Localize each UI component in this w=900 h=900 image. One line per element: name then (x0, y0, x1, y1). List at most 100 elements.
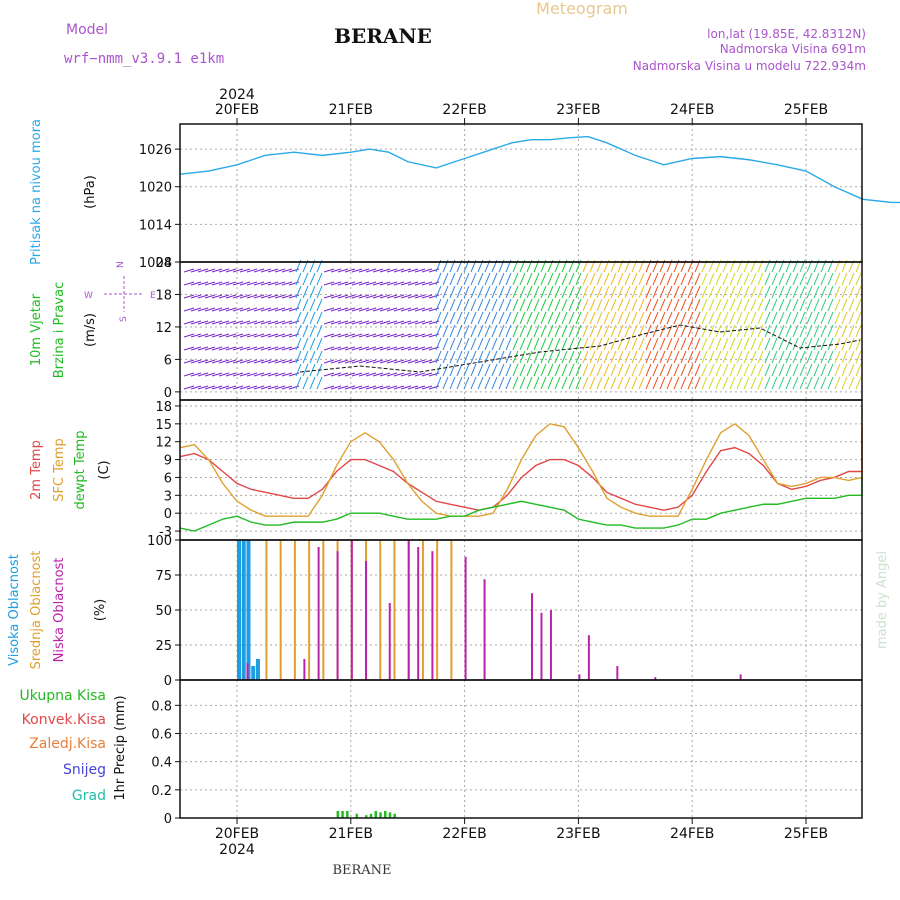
precip-bar (369, 813, 373, 818)
wind-barb (666, 324, 673, 338)
wind-barb (498, 337, 505, 351)
mid-cloud-bar (265, 540, 268, 680)
wind-barb (631, 311, 638, 325)
wind-barb (183, 346, 195, 351)
low-cloud-bar (483, 579, 486, 680)
wind-barb (211, 320, 223, 325)
wind-barb (729, 272, 736, 286)
date-label-bottom: 22FEB (442, 826, 486, 842)
wind-barb (239, 359, 251, 364)
wind-ylabel: 10m Vjetar Brzina i Pravac (m/s) (29, 282, 98, 379)
wind-barb (694, 324, 701, 338)
wind-barb (519, 337, 526, 351)
wind-barb (267, 333, 279, 338)
wind-barb (708, 272, 715, 286)
wind-barb (596, 337, 603, 351)
wind-barb (666, 363, 673, 377)
wind-barb (673, 376, 680, 390)
wind-barb (848, 298, 855, 312)
wind-barb (820, 298, 827, 312)
wind-barb (337, 359, 349, 364)
wind-barb (820, 337, 827, 351)
wind-barb (274, 281, 286, 286)
wind-barb (358, 294, 370, 299)
model-elevation-text: Nadmorska Visina u modelu 722.934m (633, 59, 866, 73)
wind-barb (561, 298, 568, 312)
wind-barb (785, 298, 792, 312)
wind-barb (470, 272, 477, 286)
y-tick-label: 6 (164, 471, 172, 486)
y-tick-label: 18 (155, 288, 172, 303)
wind-barb (477, 350, 484, 364)
wind-barb (414, 346, 426, 351)
wind-barb (631, 350, 638, 364)
wind-barb (421, 268, 433, 273)
wind-barb (218, 346, 230, 351)
wind-barb (771, 376, 778, 390)
wind-barb (855, 324, 862, 338)
date-label-top: 20FEB (215, 102, 259, 118)
wind-barb (624, 337, 631, 351)
wind-barb (666, 298, 673, 312)
wind-barb (330, 333, 342, 338)
wind-barb (841, 311, 848, 325)
wind-barb (827, 311, 834, 325)
wind-barb (652, 376, 659, 390)
wind-barb (855, 376, 862, 390)
wind-barb (295, 272, 302, 286)
wind-barb (295, 324, 302, 338)
wind-barb (414, 372, 426, 377)
wind-barb (582, 350, 589, 364)
model-name: wrf−nmm_v3.9.1 e1km (64, 51, 224, 67)
wind-barb (561, 324, 568, 338)
wind-barb (484, 324, 491, 338)
y-tick-label: 1008 (139, 256, 172, 271)
wind-barb (512, 363, 519, 377)
grid-layer (180, 124, 862, 819)
wind-barb (785, 337, 792, 351)
wind-barb (337, 333, 349, 338)
wind-barb (652, 298, 659, 312)
wind-barb (372, 346, 384, 351)
wind-barb (582, 285, 589, 299)
wind-barb (246, 359, 258, 364)
low-cloud-bar (578, 674, 581, 680)
wind-barb (659, 324, 666, 338)
wind-barb (722, 311, 729, 325)
wind-barb (477, 272, 484, 286)
wind-barb (855, 285, 862, 299)
wind-barb (631, 298, 638, 312)
y-tick-label: 75 (155, 569, 172, 584)
wind-barb (239, 294, 251, 299)
wind-barb (449, 376, 456, 390)
wind-barb (281, 372, 293, 377)
date-label-bottom: 25FEB (784, 826, 828, 842)
precip-bar (355, 813, 359, 818)
wind-barb (351, 307, 363, 312)
wind-barb (659, 285, 666, 299)
wind-barb (477, 285, 484, 299)
wind-barb (498, 350, 505, 364)
wind-barb (610, 285, 617, 299)
wind-barb (764, 350, 771, 364)
wind-barb (386, 385, 398, 390)
wind-barb (680, 324, 687, 338)
precip-bar (341, 810, 344, 818)
wind-unit: (m/s) (83, 313, 98, 347)
wind-barb (547, 285, 554, 299)
wind-barb (253, 385, 265, 390)
wind-barb (715, 350, 722, 364)
model-label: Model (66, 22, 108, 38)
wind-barb (652, 285, 659, 299)
wind-barb (666, 337, 673, 351)
wind-barb (540, 324, 547, 338)
wind-barb (197, 333, 209, 338)
wind-barb (309, 363, 316, 377)
y-tick-label: 0 (164, 386, 172, 401)
footer-station: BERANE (332, 863, 391, 878)
wind-barb (512, 324, 519, 338)
wind-barb (253, 268, 265, 273)
wind-barb (778, 324, 785, 338)
wind-barb (477, 311, 484, 325)
wind-barb (589, 285, 596, 299)
